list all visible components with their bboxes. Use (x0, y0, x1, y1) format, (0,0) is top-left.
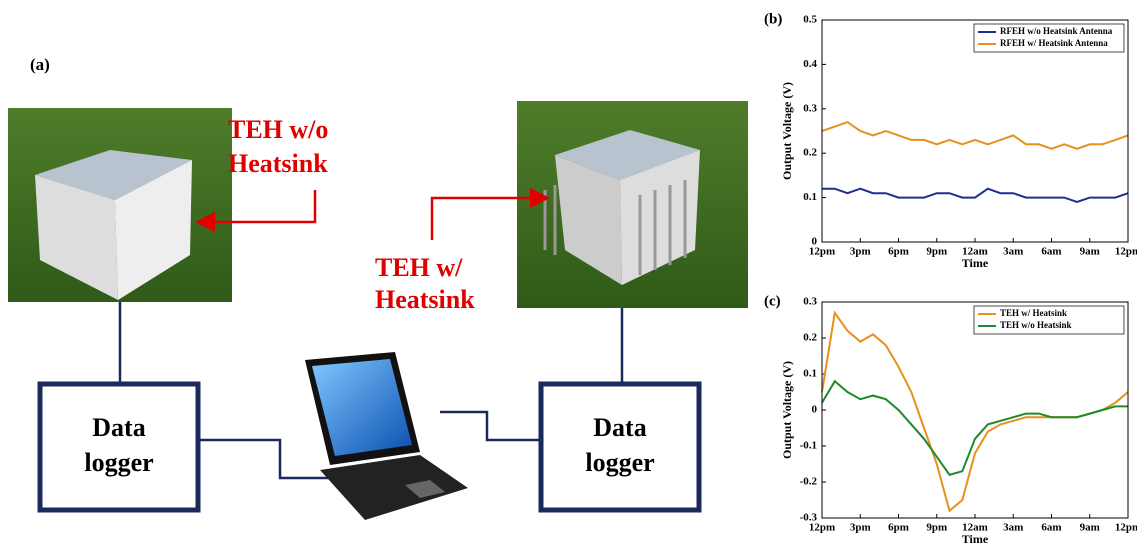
legend-label: RFEH w/ Heatsink Antenna (1000, 38, 1108, 48)
figure: (a) Data logger Data logger TEH w/o Heat… (0, 0, 1137, 549)
x-tick-label: 9am (1080, 522, 1100, 534)
annotation: Heatsink (228, 149, 328, 178)
diagram: (a) Data logger Data logger TEH w/o Heat… (8, 55, 748, 520)
y-tick-label: 0.2 (803, 332, 817, 344)
y-tick-label: 0.3 (803, 296, 817, 308)
series-line (822, 313, 1128, 511)
x-tick-label: 3am (1003, 246, 1023, 258)
x-axis-label: Time (962, 532, 989, 546)
plot-frame (822, 20, 1128, 242)
legend-label: TEH w/o Heatsink (1000, 320, 1072, 330)
legend-label: RFEH w/o Heatsink Antenna (1000, 26, 1113, 36)
x-tick-label: 9pm (926, 522, 947, 534)
y-axis-label: Output Voltage (V) (780, 82, 794, 180)
series-line (822, 122, 1128, 149)
x-tick-label: 6pm (888, 246, 909, 258)
panel-label: (c) (764, 293, 781, 309)
x-tick-label: 6am (1041, 246, 1061, 258)
x-tick-label: 12pm (1115, 522, 1137, 534)
annotation: Heatsink (375, 285, 475, 314)
x-tick-label: 3pm (850, 522, 871, 534)
x-tick-label: 9pm (926, 246, 947, 258)
x-tick-label: 6am (1041, 522, 1061, 534)
x-tick-label: 12pm (1115, 246, 1137, 258)
y-tick-label: -0.2 (800, 476, 818, 488)
y-tick-label: 0.3 (803, 102, 817, 114)
annotation: TEH w/o (228, 115, 328, 144)
x-tick-label: 9am (1080, 246, 1100, 258)
y-tick-label: 0.1 (803, 368, 817, 380)
x-tick-label: 6pm (888, 522, 909, 534)
laptop (305, 352, 468, 520)
plot-frame (822, 302, 1128, 518)
logger-label: Data (593, 413, 646, 442)
x-tick-label: 12pm (809, 246, 835, 258)
y-tick-label: -0.1 (800, 440, 817, 452)
series-line (822, 381, 1128, 475)
panel-label: (b) (764, 11, 782, 27)
y-axis-label: Output Voltage (V) (780, 361, 794, 459)
panel-label: (a) (30, 55, 50, 74)
logger-label: Data (92, 413, 145, 442)
series-line (822, 189, 1128, 202)
logger-label: logger (84, 448, 153, 477)
x-tick-label: 3am (1003, 522, 1023, 534)
annotation: TEH w/ (375, 253, 463, 282)
y-tick-label: 0 (812, 404, 818, 416)
y-tick-label: 0.5 (803, 14, 817, 26)
logger-label: logger (585, 448, 654, 477)
legend-label: TEH w/ Heatsink (1000, 308, 1067, 318)
x-tick-label: 12pm (809, 522, 835, 534)
y-tick-label: 0.1 (803, 191, 817, 203)
x-axis-label: Time (962, 256, 989, 270)
x-tick-label: 3pm (850, 246, 871, 258)
y-tick-label: 0.2 (803, 147, 817, 159)
y-tick-label: 0.4 (803, 58, 817, 70)
